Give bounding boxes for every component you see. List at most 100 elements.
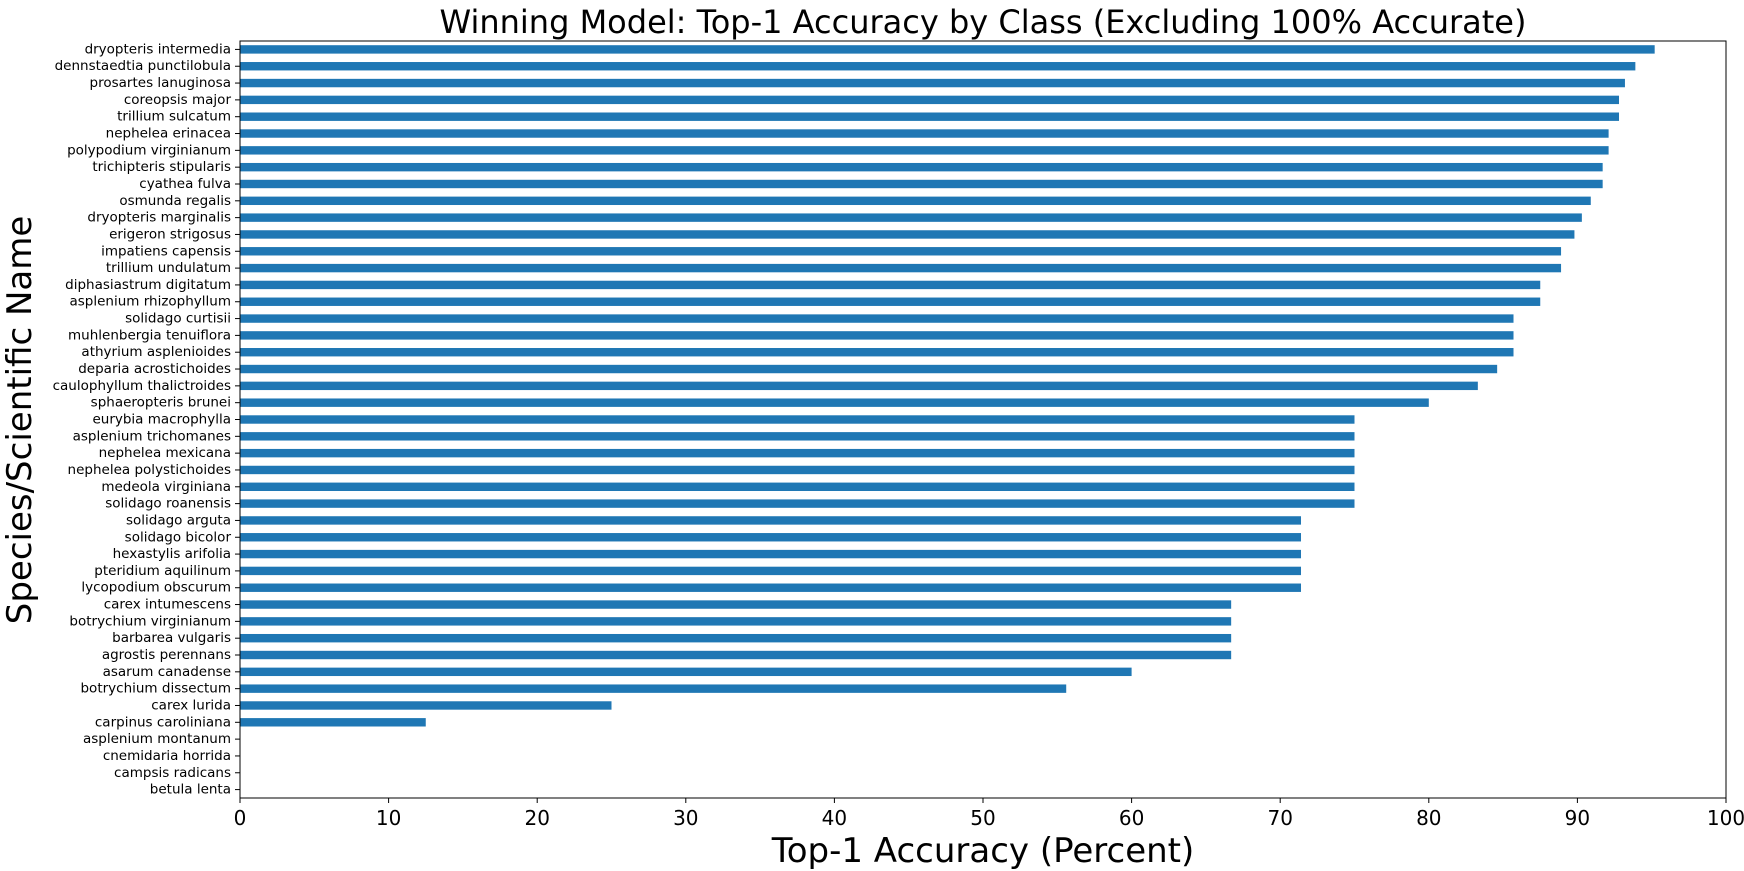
bar (240, 633, 1232, 643)
bar (240, 263, 1562, 273)
bar (240, 95, 1620, 105)
bar (240, 247, 1562, 256)
y-tick-label: nephelea erinacea (106, 126, 231, 142)
bar (240, 465, 1355, 475)
x-tick-label: 10 (376, 806, 401, 830)
y-tick-label: diphasiastrum digitatum (65, 277, 231, 293)
y-tick-label: asarum canadense (103, 664, 231, 680)
y-tick-label: caulophyllum thalictroides (53, 378, 231, 394)
y-tick-label: cyathea fulva (139, 176, 231, 192)
y-tick-label: hexastylis arifolia (113, 546, 231, 562)
bar (240, 482, 1355, 491)
bars-group (240, 45, 1655, 727)
x-axis-label: Top-1 Accuracy (Percent) (771, 831, 1195, 871)
bar (240, 549, 1302, 559)
y-tick-label: athyrium asplenioides (81, 344, 231, 360)
y-tick-label: agrostis perennans (102, 647, 231, 663)
y-tick-label: asplenium rhizophyllum (69, 294, 231, 310)
x-ticks-group: 0 10 20 30 40 50 60 70 80 90 100 (234, 798, 1744, 830)
y-tick-label: nephelea mexicana (99, 445, 231, 461)
y-tick-label: asplenium montanum (83, 731, 231, 747)
y-tick-label: eurybia macrophylla (92, 412, 231, 428)
bar (240, 448, 1355, 458)
y-tick-label: dryopteris marginalis (87, 210, 231, 226)
y-tick-label: impatiens capensis (101, 243, 231, 259)
y-axis-label: Species/Scientific Name (0, 216, 40, 625)
plot-area-frame (239, 40, 1727, 799)
bar (240, 398, 1429, 407)
y-tick-label: solidago arguta (126, 512, 231, 528)
y-tick-label: carex lurida (151, 697, 231, 713)
y-tick-label: cnemidaria horrida (103, 748, 231, 764)
y-tick-label: carpinus caroliniana (95, 714, 231, 730)
bar (240, 45, 1655, 54)
y-tick-label: polypodium virginianum (67, 142, 231, 158)
bar (240, 280, 1541, 290)
y-tick-label: pteridium aquilinum (94, 563, 231, 579)
bar (240, 533, 1302, 542)
y-tick-label: nephelea polystichoides (68, 462, 231, 478)
chart-title: Winning Model: Top-1 Accuracy by Class (… (440, 3, 1527, 41)
bar (240, 566, 1302, 576)
y-tick-label: lycopodium obscurum (81, 580, 231, 596)
y-tick-label: deparia acrostichoides (78, 361, 231, 377)
x-tick-label: 70 (1267, 806, 1292, 830)
bar (240, 432, 1355, 441)
bar (240, 684, 1067, 693)
bar (240, 617, 1232, 626)
bar (240, 162, 1603, 172)
bar (240, 381, 1478, 391)
y-tick-label: trillium sulcatum (117, 109, 231, 125)
y-tick-label: dennstaedtia punctilobula (55, 58, 231, 74)
y-tick-label: coreopsis major (124, 92, 232, 108)
bar (240, 146, 1609, 155)
x-tick-label: 30 (673, 806, 698, 830)
x-tick-label: 40 (822, 806, 847, 830)
y-tick-label: carex intumescens (104, 597, 231, 613)
y-tick-label: trillium undulatum (106, 260, 231, 276)
y-tick-label: medeola virginiana (101, 479, 231, 495)
y-tick-label: dryopteris intermedia (85, 41, 231, 57)
y-tick-label: betula lenta (150, 782, 231, 798)
y-tick-label: botrychium virginianum (69, 613, 231, 629)
bar (240, 331, 1514, 340)
bar (240, 297, 1541, 306)
bar (240, 196, 1591, 206)
y-tick-label: solidago curtisii (125, 311, 231, 327)
x-tick-label: 50 (970, 806, 995, 830)
bar (240, 667, 1132, 677)
y-tick-label: solidago bicolor (125, 529, 232, 545)
x-tick-label: 100 (1707, 806, 1744, 830)
bar (240, 516, 1302, 525)
bar (240, 718, 426, 727)
bar (240, 600, 1232, 609)
y-tick-label: botrychium dissectum (80, 681, 231, 697)
x-tick-label: 90 (1565, 806, 1590, 830)
y-tick-label: campsis radicans (114, 765, 231, 781)
bar (240, 78, 1625, 88)
bar (240, 213, 1582, 222)
bar (240, 701, 612, 710)
y-tick-label: prosartes lanuginosa (90, 75, 231, 91)
x-tick-label: 20 (524, 806, 549, 830)
y-tick-label: barbarea vulgaris (112, 630, 231, 646)
x-tick-label: 80 (1416, 806, 1441, 830)
bar (240, 415, 1355, 424)
bar (240, 499, 1355, 508)
x-tick-label: 0 (234, 806, 247, 830)
y-tick-label: solidago roanensis (105, 496, 231, 512)
bar (240, 348, 1514, 357)
bar (240, 650, 1232, 660)
bar (240, 129, 1609, 138)
bar (240, 364, 1498, 374)
y-tick-label: sphaeropteris brunei (91, 395, 231, 411)
y-tick-label: muhlenbergia tenuiflora (68, 327, 231, 343)
x-tick-label: 60 (1119, 806, 1144, 830)
y-tick-label: erigeron strigosus (109, 226, 231, 242)
y-tick-label: trichipteris stipularis (92, 159, 231, 175)
bar (240, 314, 1514, 323)
bar (240, 112, 1620, 121)
bar (240, 230, 1575, 239)
